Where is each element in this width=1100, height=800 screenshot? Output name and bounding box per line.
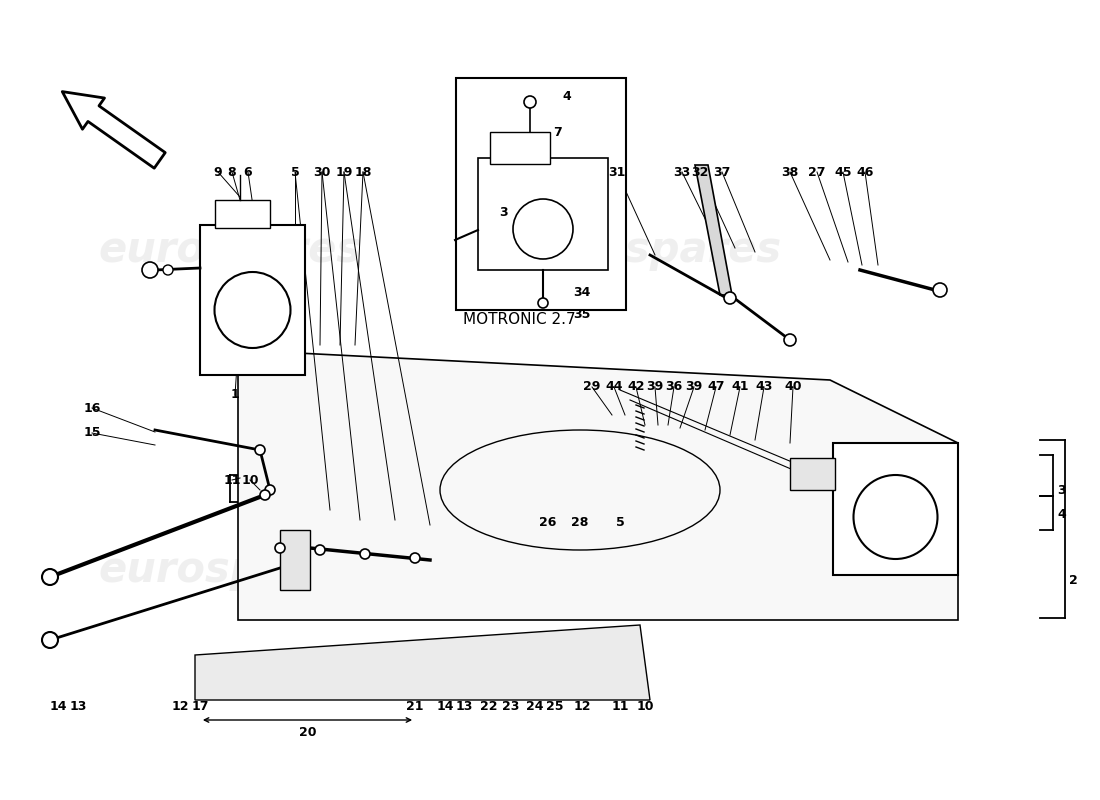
Text: 5: 5 xyxy=(616,517,625,530)
Text: 8: 8 xyxy=(228,166,236,178)
Text: 3: 3 xyxy=(1058,483,1066,497)
Circle shape xyxy=(360,549,370,559)
Bar xyxy=(478,158,608,270)
Text: 45: 45 xyxy=(834,166,851,178)
Text: 6: 6 xyxy=(244,166,252,178)
Text: 33: 33 xyxy=(673,166,691,178)
Circle shape xyxy=(784,334,796,346)
Text: eurospares: eurospares xyxy=(518,229,782,271)
Text: 21: 21 xyxy=(406,699,424,713)
Text: 22: 22 xyxy=(481,699,497,713)
Text: 39: 39 xyxy=(647,381,663,394)
Text: 9: 9 xyxy=(213,166,222,178)
Text: 25: 25 xyxy=(547,699,563,713)
Polygon shape xyxy=(195,625,650,700)
Text: 28: 28 xyxy=(571,517,588,530)
Text: 44: 44 xyxy=(605,381,623,394)
Text: 36: 36 xyxy=(666,381,683,394)
Text: 46: 46 xyxy=(856,166,873,178)
Text: 3: 3 xyxy=(498,206,507,219)
Circle shape xyxy=(538,298,548,308)
Circle shape xyxy=(142,262,158,278)
Circle shape xyxy=(933,283,947,297)
Text: 4: 4 xyxy=(1057,507,1066,521)
Text: 47: 47 xyxy=(707,381,725,394)
Polygon shape xyxy=(238,350,958,620)
Text: eurospares: eurospares xyxy=(98,549,362,591)
Text: eurospares: eurospares xyxy=(518,549,782,591)
Ellipse shape xyxy=(440,430,720,550)
Text: 29: 29 xyxy=(583,381,601,394)
Polygon shape xyxy=(280,530,310,590)
Text: 1: 1 xyxy=(231,389,240,402)
Text: 30: 30 xyxy=(314,166,331,178)
Bar xyxy=(456,78,626,310)
Text: 16: 16 xyxy=(84,402,101,414)
Text: 31: 31 xyxy=(608,166,626,178)
Text: 26: 26 xyxy=(539,517,557,530)
Circle shape xyxy=(513,199,573,259)
Text: 13: 13 xyxy=(455,699,473,713)
Text: 14: 14 xyxy=(50,699,67,713)
Text: 12: 12 xyxy=(172,699,189,713)
Text: 18: 18 xyxy=(354,166,372,178)
Text: 41: 41 xyxy=(732,381,749,394)
Text: 15: 15 xyxy=(84,426,101,439)
Polygon shape xyxy=(790,458,835,490)
Text: 23: 23 xyxy=(503,699,519,713)
Circle shape xyxy=(265,485,275,495)
Text: 20: 20 xyxy=(299,726,317,738)
Text: 24: 24 xyxy=(526,699,543,713)
Text: 43: 43 xyxy=(756,381,772,394)
Text: 2: 2 xyxy=(1068,574,1077,586)
Text: 39: 39 xyxy=(685,381,703,394)
Text: 14: 14 xyxy=(437,699,453,713)
Circle shape xyxy=(42,569,58,585)
Text: 5: 5 xyxy=(290,166,299,178)
Circle shape xyxy=(214,272,290,348)
Text: 27: 27 xyxy=(808,166,826,178)
Circle shape xyxy=(275,543,285,553)
Text: 32: 32 xyxy=(691,166,708,178)
Bar xyxy=(833,443,958,575)
Polygon shape xyxy=(695,165,732,295)
Text: 7: 7 xyxy=(553,126,562,139)
Text: 40: 40 xyxy=(784,381,802,394)
Text: 11: 11 xyxy=(223,474,241,486)
Text: eurospares: eurospares xyxy=(98,229,362,271)
Text: 10: 10 xyxy=(636,699,653,713)
Text: 12: 12 xyxy=(573,699,591,713)
Text: 37: 37 xyxy=(713,166,730,178)
Text: MOTRONIC 2.7: MOTRONIC 2.7 xyxy=(463,313,575,327)
Text: 13: 13 xyxy=(69,699,87,713)
Circle shape xyxy=(42,632,58,648)
Circle shape xyxy=(854,475,937,559)
Bar xyxy=(490,132,550,164)
Text: 4: 4 xyxy=(562,90,571,103)
Text: 11: 11 xyxy=(612,699,629,713)
Bar xyxy=(214,200,270,228)
Text: 42: 42 xyxy=(627,381,645,394)
Text: 10: 10 xyxy=(241,474,258,486)
Text: 17: 17 xyxy=(191,699,209,713)
Circle shape xyxy=(315,545,324,555)
Circle shape xyxy=(724,292,736,304)
Circle shape xyxy=(163,265,173,275)
Text: 34: 34 xyxy=(573,286,591,298)
Text: 38: 38 xyxy=(781,166,799,178)
Circle shape xyxy=(410,553,420,563)
Text: 19: 19 xyxy=(336,166,353,178)
Text: 35: 35 xyxy=(573,309,591,322)
Bar xyxy=(200,225,305,375)
Circle shape xyxy=(260,490,270,500)
Circle shape xyxy=(255,445,265,455)
Circle shape xyxy=(524,96,536,108)
